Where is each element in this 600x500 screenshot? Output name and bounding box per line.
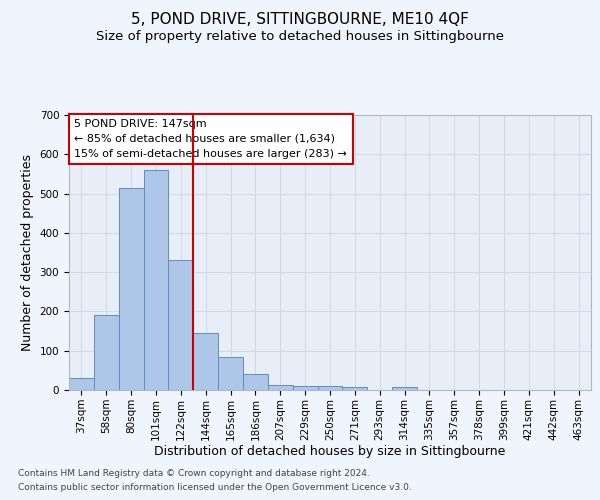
Bar	[343, 387, 367, 390]
Bar	[218, 356, 243, 390]
Bar	[243, 374, 268, 390]
Bar	[169, 260, 193, 390]
Text: Contains HM Land Registry data © Crown copyright and database right 2024.: Contains HM Land Registry data © Crown c…	[18, 468, 370, 477]
Text: 5, POND DRIVE, SITTINGBOURNE, ME10 4QF: 5, POND DRIVE, SITTINGBOURNE, ME10 4QF	[131, 12, 469, 28]
Bar	[293, 386, 317, 390]
Bar	[193, 333, 218, 390]
Text: Contains public sector information licensed under the Open Government Licence v3: Contains public sector information licen…	[18, 484, 412, 492]
Bar	[94, 316, 119, 390]
Text: 5 POND DRIVE: 147sqm
← 85% of detached houses are smaller (1,634)
15% of semi-de: 5 POND DRIVE: 147sqm ← 85% of detached h…	[74, 119, 347, 158]
X-axis label: Distribution of detached houses by size in Sittingbourne: Distribution of detached houses by size …	[154, 446, 506, 458]
Bar	[392, 387, 417, 390]
Bar	[317, 386, 343, 390]
Bar	[268, 386, 293, 390]
Text: Size of property relative to detached houses in Sittingbourne: Size of property relative to detached ho…	[96, 30, 504, 43]
Bar	[69, 378, 94, 390]
Y-axis label: Number of detached properties: Number of detached properties	[21, 154, 34, 351]
Bar	[119, 188, 143, 390]
Bar	[143, 170, 169, 390]
